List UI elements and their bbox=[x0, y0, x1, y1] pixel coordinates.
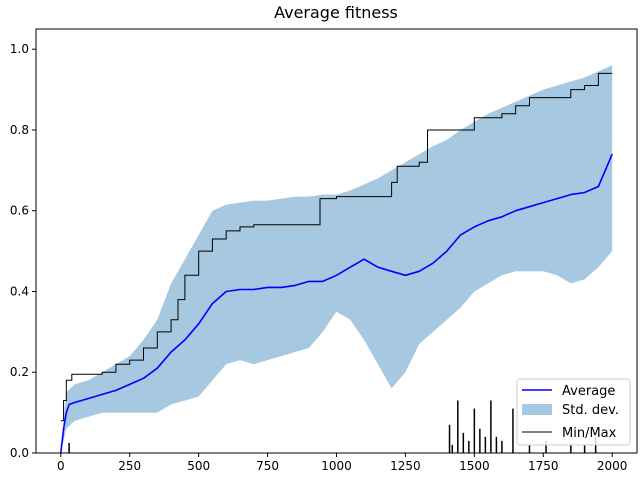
legend-label-std: Std. dev. bbox=[562, 403, 619, 418]
y-tick-label: 0.2 bbox=[10, 365, 29, 379]
legend-frame bbox=[516, 378, 631, 446]
y-tick-label: 0.0 bbox=[10, 446, 29, 460]
x-tick-label: 0 bbox=[57, 459, 65, 473]
x-tick-label: 500 bbox=[187, 459, 210, 473]
legend-swatch-std bbox=[522, 404, 552, 415]
y-axis: 0.0 0.2 0.4 0.6 0.8 1.0 bbox=[10, 42, 36, 460]
y-tick-label: 1.0 bbox=[10, 42, 29, 56]
chart-title: Average fitness bbox=[274, 3, 398, 22]
legend-label-minmax: Min/Max bbox=[562, 426, 617, 441]
x-tick-label: 750 bbox=[256, 459, 279, 473]
plot-area bbox=[60, 65, 613, 454]
x-axis: 0 250 500 750 1000 1250 1500 1750 2000 bbox=[57, 453, 627, 473]
legend: Average Std. dev. Min/Max bbox=[516, 378, 631, 446]
minmax-max-line bbox=[60, 72, 613, 422]
std-dev-band bbox=[60, 65, 613, 454]
x-tick-label: 2000 bbox=[597, 459, 628, 473]
x-tick-label: 250 bbox=[118, 459, 141, 473]
legend-label-average: Average bbox=[562, 384, 615, 399]
x-tick-label: 1250 bbox=[390, 459, 421, 473]
average-line bbox=[60, 153, 613, 454]
y-tick-label: 0.4 bbox=[10, 284, 29, 298]
x-tick-label: 1000 bbox=[321, 459, 352, 473]
x-tick-label: 1500 bbox=[459, 459, 490, 473]
x-tick-label: 1750 bbox=[528, 459, 559, 473]
y-tick-label: 0.6 bbox=[10, 204, 29, 218]
y-tick-label: 0.8 bbox=[10, 123, 29, 137]
